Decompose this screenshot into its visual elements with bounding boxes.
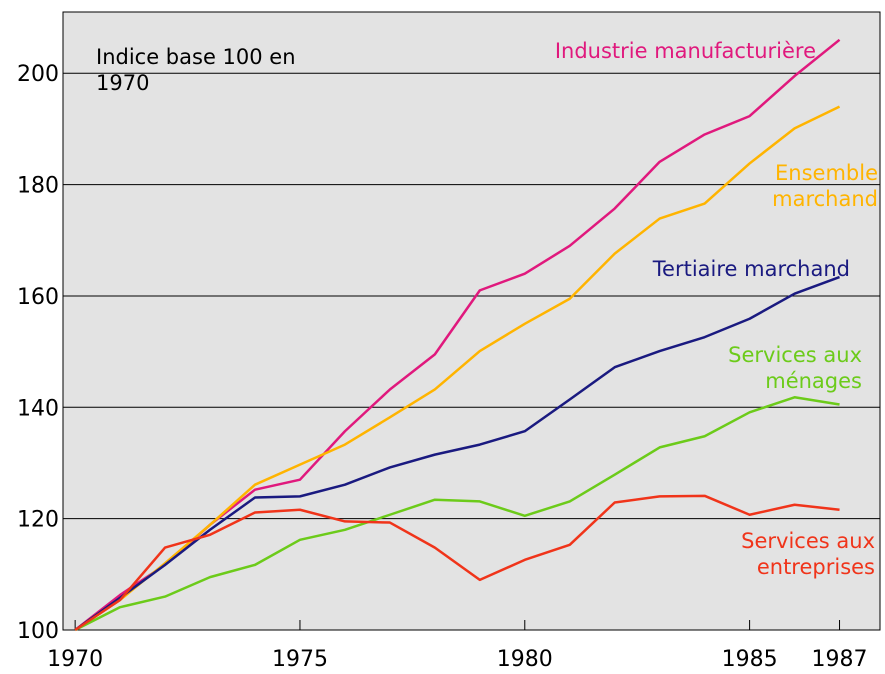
y-tick-label: 200 (17, 62, 59, 87)
legend-label: Ensemble marchand (772, 161, 878, 211)
y-tick-label: 140 (17, 396, 59, 421)
legend-label: Services aux ménages (728, 343, 862, 393)
y-tick-label: 120 (17, 508, 59, 533)
chart-title: Indice base 100 en 1970 (96, 45, 296, 95)
x-tick-label: 1987 (812, 647, 868, 670)
series-line (74, 105, 841, 632)
y-tick-label: 180 (17, 174, 59, 199)
series-line (74, 494, 840, 632)
x-tick-label: 1975 (272, 647, 328, 670)
legend-label: Tertiaire marchand (652, 257, 850, 281)
x-tick-label: 1980 (497, 647, 553, 670)
x-tick-label: 1985 (722, 647, 778, 670)
series-line (74, 396, 840, 632)
legend-label: Services aux entreprises (741, 529, 875, 579)
y-tick-label: 160 (17, 285, 59, 310)
x-tick-label: 1970 (47, 647, 103, 670)
legend-label: Industrie manufacturière (554, 39, 816, 63)
y-tick-label: 100 (17, 619, 59, 644)
